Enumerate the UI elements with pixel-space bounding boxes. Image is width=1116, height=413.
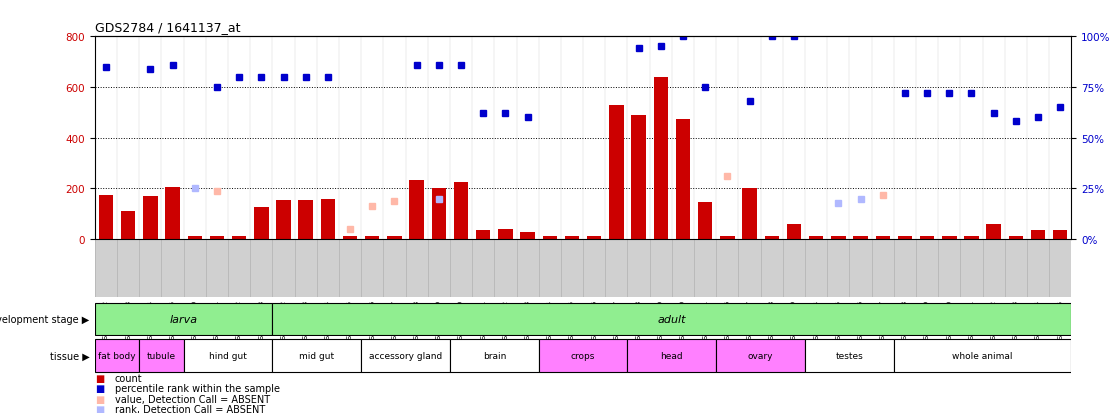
Bar xyxy=(942,237,956,240)
Bar xyxy=(432,189,446,240)
Text: development stage ▶: development stage ▶ xyxy=(0,314,89,324)
Bar xyxy=(387,237,402,240)
Bar xyxy=(95,303,272,335)
Bar xyxy=(809,237,824,240)
Bar xyxy=(272,303,1071,335)
Bar xyxy=(477,231,490,240)
Bar xyxy=(210,237,224,240)
Text: ■: ■ xyxy=(95,404,104,413)
Text: ovary: ovary xyxy=(748,351,773,360)
Text: count: count xyxy=(115,373,143,383)
Bar xyxy=(187,237,202,240)
Bar xyxy=(454,183,469,240)
Bar xyxy=(121,212,135,240)
Text: tubule: tubule xyxy=(147,351,176,360)
Bar xyxy=(320,199,335,240)
Bar xyxy=(184,339,272,372)
Text: brain: brain xyxy=(482,351,506,360)
Text: head: head xyxy=(661,351,683,360)
Bar xyxy=(698,203,712,240)
Text: ■: ■ xyxy=(95,383,104,393)
Bar xyxy=(450,339,539,372)
Bar xyxy=(140,339,184,372)
Bar xyxy=(95,339,140,372)
Bar xyxy=(831,237,846,240)
Bar xyxy=(542,237,557,240)
Bar xyxy=(1031,231,1046,240)
Bar xyxy=(98,195,113,240)
Bar xyxy=(232,237,247,240)
Text: tissue ▶: tissue ▶ xyxy=(49,351,89,361)
Bar xyxy=(787,224,801,240)
Bar xyxy=(520,232,535,240)
Bar xyxy=(964,237,979,240)
Bar xyxy=(920,237,934,240)
Text: GDS2784 / 1641137_at: GDS2784 / 1641137_at xyxy=(95,21,240,34)
Bar xyxy=(165,188,180,240)
Text: accessory gland: accessory gland xyxy=(369,351,442,360)
Bar xyxy=(365,237,379,240)
Text: hind gut: hind gut xyxy=(209,351,247,360)
Bar xyxy=(716,339,805,372)
Text: percentile rank within the sample: percentile rank within the sample xyxy=(115,383,280,393)
Bar xyxy=(894,339,1071,372)
Bar xyxy=(1054,231,1068,240)
Text: fat body: fat body xyxy=(98,351,136,360)
Text: larva: larva xyxy=(170,314,198,324)
Bar xyxy=(876,237,889,240)
Bar xyxy=(298,200,312,240)
Bar xyxy=(654,78,668,240)
Bar xyxy=(565,237,579,240)
Bar xyxy=(764,237,779,240)
Bar xyxy=(854,237,868,240)
Text: value, Detection Call = ABSENT: value, Detection Call = ABSENT xyxy=(115,394,270,404)
Text: ■: ■ xyxy=(95,373,104,383)
Bar xyxy=(632,116,646,240)
Bar xyxy=(627,339,716,372)
Bar xyxy=(897,237,912,240)
Bar xyxy=(272,339,362,372)
Bar xyxy=(343,237,357,240)
Bar xyxy=(362,339,450,372)
Bar xyxy=(987,224,1001,240)
Bar xyxy=(609,105,624,240)
Text: crops: crops xyxy=(571,351,595,360)
Text: ■: ■ xyxy=(95,394,104,404)
Text: whole animal: whole animal xyxy=(952,351,1013,360)
Text: testes: testes xyxy=(836,351,864,360)
Text: adult: adult xyxy=(657,314,686,324)
Bar xyxy=(254,208,269,240)
Bar xyxy=(587,237,602,240)
Bar xyxy=(720,237,734,240)
Bar xyxy=(742,189,757,240)
Bar xyxy=(676,119,690,240)
Bar xyxy=(1009,237,1023,240)
Text: mid gut: mid gut xyxy=(299,351,335,360)
Bar xyxy=(143,197,157,240)
Bar xyxy=(805,339,894,372)
Bar xyxy=(498,230,512,240)
Bar xyxy=(410,180,424,240)
Bar xyxy=(539,339,627,372)
Text: rank, Detection Call = ABSENT: rank, Detection Call = ABSENT xyxy=(115,404,266,413)
Bar xyxy=(277,200,290,240)
